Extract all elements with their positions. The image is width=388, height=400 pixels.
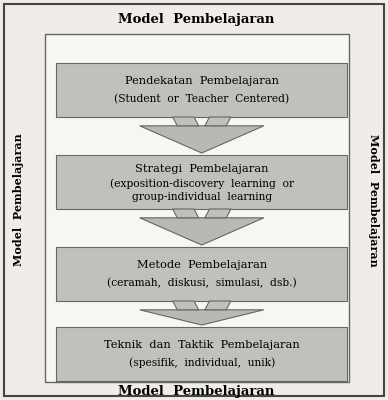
Text: group-individual  learning: group-individual learning (132, 192, 272, 202)
Polygon shape (140, 218, 264, 245)
Text: Teknik  dan  Taktik  Pembelajaran: Teknik dan Taktik Pembelajaran (104, 340, 300, 350)
Bar (56, 155, 347, 209)
Polygon shape (205, 301, 231, 310)
Polygon shape (140, 126, 264, 153)
Text: Model  Pembelajaran: Model Pembelajaran (118, 13, 274, 26)
Text: Model  Pembelajaran: Model Pembelajaran (13, 134, 24, 266)
Polygon shape (205, 209, 231, 218)
Bar (56, 327, 347, 381)
Polygon shape (173, 301, 199, 310)
Text: Strategi  Pembelajaran: Strategi Pembelajaran (135, 164, 268, 174)
Text: (Student  or  Teacher  Centered): (Student or Teacher Centered) (114, 94, 289, 104)
Bar (45, 34, 349, 382)
Bar (56, 247, 347, 301)
Text: (ceramah,  diskusi,  simulasi,  dsb.): (ceramah, diskusi, simulasi, dsb.) (107, 278, 297, 288)
Text: (exposition-discovery  learning  or: (exposition-discovery learning or (110, 179, 294, 189)
Polygon shape (205, 117, 231, 126)
Bar (56, 63, 347, 117)
Text: Pendekatan  Pembelajaran: Pendekatan Pembelajaran (125, 76, 279, 86)
Polygon shape (173, 117, 199, 126)
Text: Model  Pembelajaran: Model Pembelajaran (118, 385, 274, 398)
Text: (spesifik,  individual,  unik): (spesifik, individual, unik) (128, 358, 275, 368)
Polygon shape (173, 209, 199, 218)
Polygon shape (140, 310, 264, 325)
Text: Model  Pembelajaran: Model Pembelajaran (368, 134, 379, 266)
Text: Metode  Pembelajaran: Metode Pembelajaran (137, 260, 267, 270)
